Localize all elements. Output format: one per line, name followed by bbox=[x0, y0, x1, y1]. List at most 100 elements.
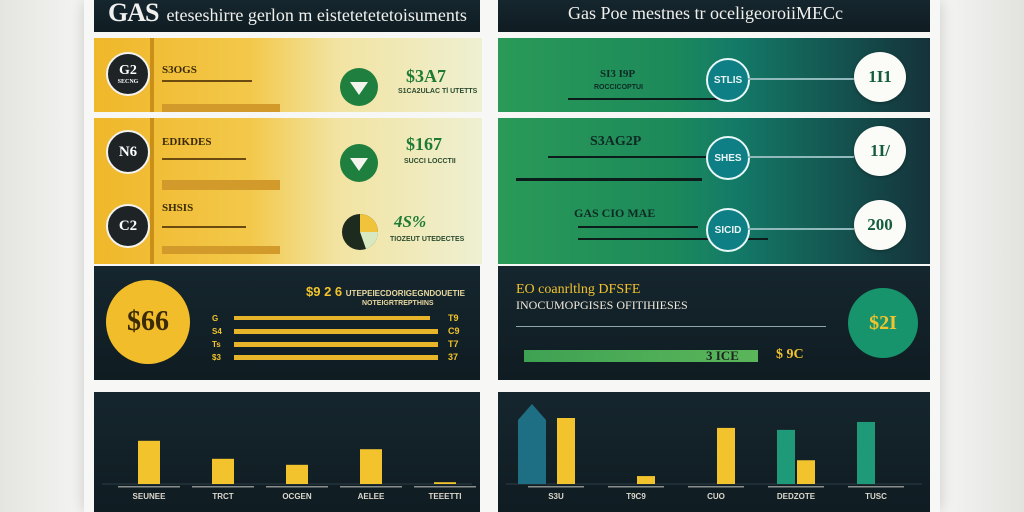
chart-left-svg: SEUNEE TRCT OCGEN AELEE TEEETTI bbox=[102, 440, 476, 501]
chart-left-bar bbox=[434, 482, 456, 484]
green-row-2: S3AG2P SHES 1I/ bbox=[498, 118, 930, 192]
chart-left-panel: SEUNEE TRCT OCGEN AELEE TEEETTI bbox=[94, 392, 480, 512]
summary-left-circle: $66 bbox=[106, 280, 190, 364]
summary-bar bbox=[234, 355, 438, 360]
row-3-slab bbox=[162, 246, 280, 254]
chart-right-category-label: T9C9 bbox=[626, 492, 646, 501]
chart-right-tick bbox=[768, 486, 824, 488]
row-2-caption: SUCCI LOCCTII bbox=[404, 158, 456, 165]
summary-right-rule bbox=[516, 326, 826, 327]
chart-left-category-label: TRCT bbox=[212, 492, 233, 501]
row-2-circle: N6 bbox=[106, 130, 150, 174]
summary-bar-right-label: 37 bbox=[448, 352, 459, 362]
summary-right-panel: EO coanrltlng DFSFE INOCUMOPGISES OFITIH… bbox=[498, 266, 930, 380]
row-1-circle: G2 SECNG bbox=[106, 52, 150, 96]
row-2-slab bbox=[162, 180, 280, 190]
summary-right-progress bbox=[524, 350, 758, 362]
chart-left-category-label: TEEETTI bbox=[429, 492, 462, 501]
header-left: GAS eteseshirre gerlon m eistetetetetoisu… bbox=[94, 0, 480, 32]
chart-left-tick bbox=[414, 486, 476, 488]
summary-right-title: EO coanrltlng DFSFE bbox=[516, 282, 641, 297]
summary-right-value: $ 9C bbox=[776, 347, 804, 362]
summary-bar-left-label: Ts bbox=[212, 340, 221, 349]
chart-left-bar bbox=[212, 458, 234, 484]
chart-left-bar bbox=[360, 449, 382, 484]
chart-right-tick bbox=[608, 486, 664, 488]
chart-right-tick bbox=[848, 486, 904, 488]
yellow-row-2: N6 EDIKDES $167 SUCCI LOCCTII bbox=[94, 118, 482, 192]
chart-right-category-label: S3U bbox=[548, 492, 564, 501]
yellow-section: G2 SECNG S3OGS $3A7 S1CA2ULAC Tl UTETTS … bbox=[94, 38, 482, 264]
green-section: SI3 I9P ROCCICOPTUI STLIS 1I1 S3AG2P SHE… bbox=[498, 38, 930, 264]
summary-left-panel: $66 $9 2 6 UTEPEIECDORIGEGNDOUETIE NOTEI… bbox=[94, 266, 480, 380]
chart-left-bar bbox=[138, 440, 160, 484]
chart-left-category-label: AELEE bbox=[358, 492, 385, 501]
row-3-label: SHSIS bbox=[162, 202, 194, 214]
row-2-label: EDIKDES bbox=[162, 136, 212, 148]
green-row-3-label: GAS CIO MAE bbox=[574, 206, 656, 220]
summary-bar bbox=[234, 342, 438, 347]
green-row-2-line-a bbox=[548, 156, 708, 158]
summary-left-title: $9 2 6 UTEPEIECDORIGEGNDOUETIE bbox=[306, 284, 465, 299]
header-right: Gas Poe mestnes tr oceligeoroiiMECc bbox=[498, 0, 930, 32]
chart-right-svg: S3U T9C9 CUO DEDZOTE TUSC bbox=[506, 404, 922, 501]
chart-right-panel: S3U T9C9 CUO DEDZOTE TUSC bbox=[498, 392, 930, 512]
green-row-3-line-a bbox=[578, 226, 698, 228]
summary-bar-left-label: S4 bbox=[212, 327, 222, 336]
summary-right-circle: $2I bbox=[848, 288, 918, 358]
summary-bar-right-label: C9 bbox=[448, 326, 460, 336]
green-row-3-teal-circle: SICID bbox=[706, 208, 750, 252]
row-3-divider bbox=[150, 192, 154, 264]
row-3-pie-icon bbox=[342, 214, 379, 250]
green-row-3-connector bbox=[748, 228, 854, 230]
chart-right-bar bbox=[797, 460, 815, 484]
row-2-line bbox=[162, 158, 246, 160]
row-1-divider bbox=[150, 38, 154, 112]
green-row-3-white-circle: 200 bbox=[854, 200, 906, 250]
green-row-1-label: SI3 I9P bbox=[600, 68, 636, 80]
yellow-row-3: C2 SHSIS 4S% TIOZEUT UTEDECTES bbox=[94, 192, 482, 264]
summary-left-subtitle: NOTEIGRTREPTHINS bbox=[362, 300, 434, 307]
chart-right-bar bbox=[637, 476, 655, 484]
header-left-subtitle: eteseshirre gerlon m eistetetetetoisumen… bbox=[166, 5, 467, 25]
green-row-2-line-b bbox=[516, 178, 702, 181]
green-row-1-caption: ROCCICOPTUI bbox=[594, 84, 643, 91]
green-row-1-line bbox=[568, 98, 728, 100]
summary-bar bbox=[234, 329, 438, 334]
infographic-board: GAS eteseshirre gerlon m eistetetetetoisu… bbox=[84, 0, 940, 512]
row-2-value: $167 bbox=[406, 134, 442, 154]
green-row-3: GAS CIO MAE SICID 200 bbox=[498, 192, 930, 264]
green-row-3-line-b bbox=[578, 238, 768, 240]
green-row-2-white-circle: 1I/ bbox=[854, 126, 906, 176]
row-1-slab bbox=[162, 104, 280, 112]
row-3-line bbox=[162, 226, 246, 228]
chart-right-bar bbox=[857, 421, 875, 484]
chart-left-tick bbox=[266, 486, 328, 488]
chart-right-category-label: CUO bbox=[707, 492, 725, 501]
row-3-circle: C2 bbox=[106, 204, 150, 248]
row-3-value: 4S% bbox=[394, 212, 427, 231]
row-1-line bbox=[162, 80, 252, 82]
chart-right-tick bbox=[528, 486, 584, 488]
summary-bar-left-label: G bbox=[212, 314, 219, 323]
row-3-caption: TIOZEUT UTEDECTES bbox=[390, 236, 465, 243]
green-row-1-white-circle: 1I1 bbox=[854, 52, 906, 102]
chart-right-bar bbox=[717, 427, 735, 484]
header-right-title: Gas Poe mestnes tr oceligeoroiiMECc bbox=[568, 3, 843, 23]
chart-left-category-label: SEUNEE bbox=[133, 492, 167, 501]
green-row-1-connector bbox=[748, 78, 854, 80]
green-row-2-connector bbox=[748, 156, 854, 158]
chart-left-tick bbox=[192, 486, 254, 488]
yellow-row-1: G2 SECNG S3OGS $3A7 S1CA2ULAC Tl UTETTS bbox=[94, 38, 482, 112]
chart-right-category-label: TUSC bbox=[865, 492, 887, 501]
chart-left-tick bbox=[118, 486, 180, 488]
chart-left-bar bbox=[286, 464, 308, 484]
green-row-2-teal-circle: SHES bbox=[706, 136, 750, 180]
chart-left-category-label: OCGEN bbox=[282, 492, 312, 501]
green-row-2-label: S3AG2P bbox=[590, 134, 642, 149]
green-row-1: SI3 I9P ROCCICOPTUI STLIS 1I1 bbox=[498, 38, 930, 112]
row-1-caption: S1CA2ULAC Tl UTETTS bbox=[398, 88, 478, 95]
row-1-triangle-icon bbox=[340, 68, 378, 106]
summary-bar bbox=[234, 316, 430, 320]
chart-right-bar bbox=[777, 429, 795, 484]
